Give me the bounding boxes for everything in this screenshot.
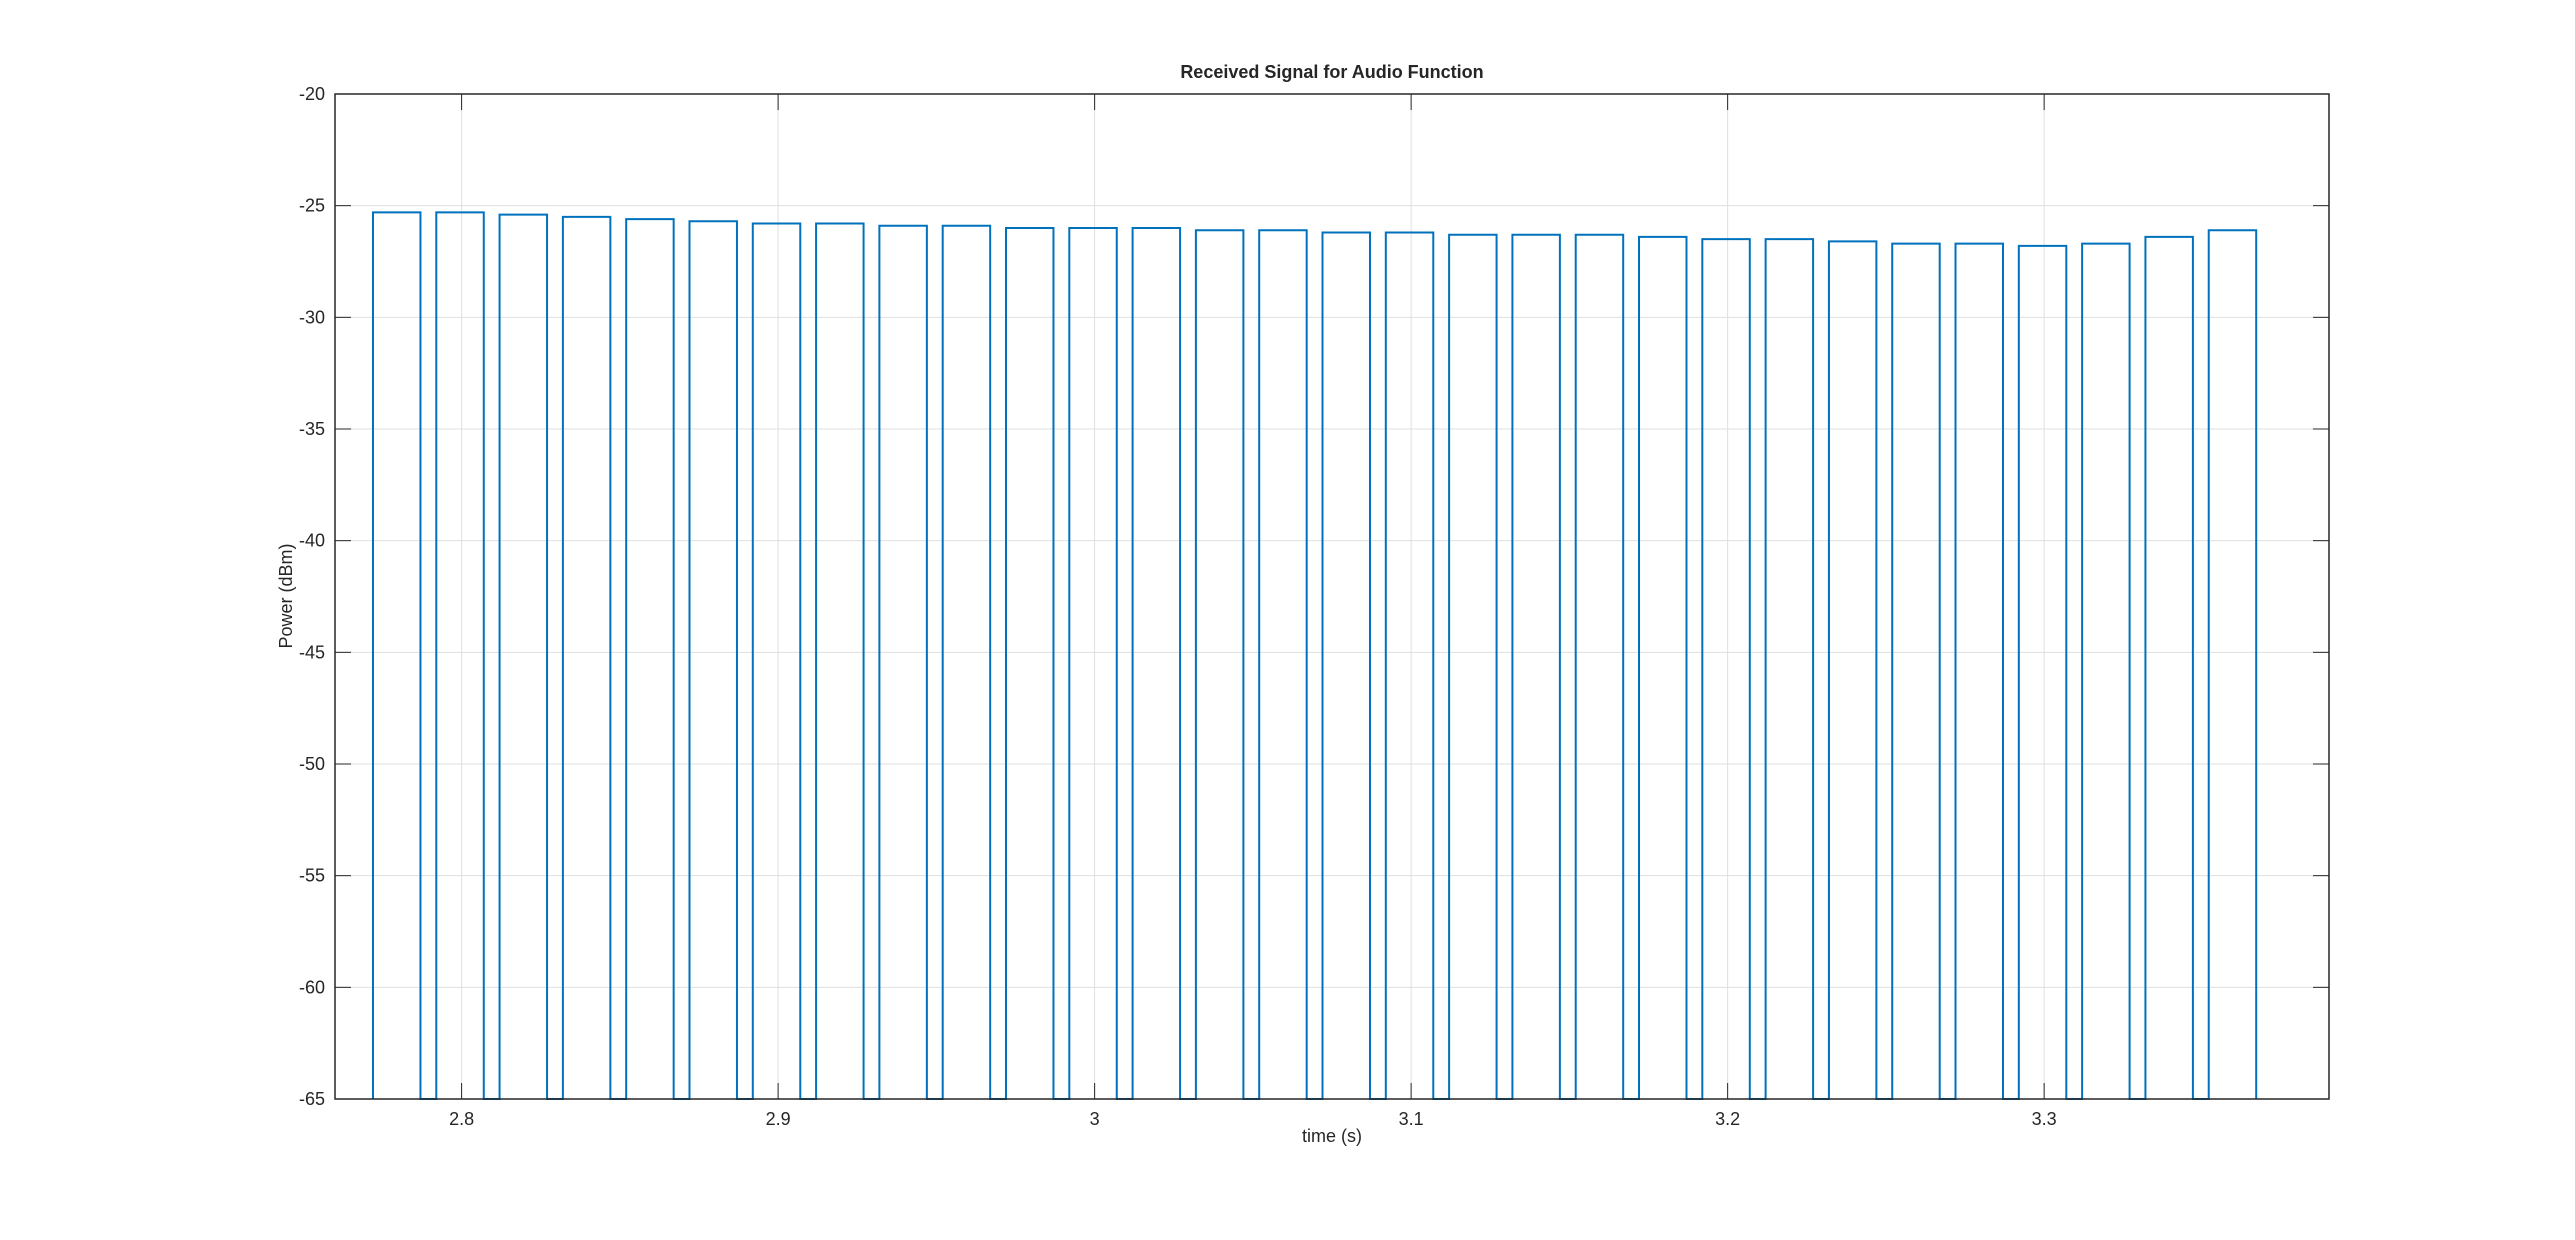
y-tick-label: -25: [299, 196, 325, 216]
y-tick-label: -65: [299, 1089, 325, 1109]
axes-box: [334, 93, 2330, 1100]
x-tick-label: 2.8: [449, 1109, 474, 1129]
chart-title: Received Signal for Audio Function: [1180, 62, 1483, 82]
y-tick-label: -60: [299, 977, 325, 997]
y-tick-label: -30: [299, 307, 325, 327]
plot-area: [335, 94, 2329, 1099]
x-tick-label: 2.9: [766, 1109, 791, 1129]
y-tick-label: -20: [299, 84, 325, 104]
y-tick-label: -35: [299, 419, 325, 439]
x-tick-label: 3.1: [1399, 1109, 1424, 1129]
y-tick-label: -55: [299, 866, 325, 886]
y-tick-label: -40: [299, 531, 325, 551]
x-tick-label: 3: [1090, 1109, 1100, 1129]
x-tick-label: 3.3: [2032, 1109, 2057, 1129]
y-axis-label: Power (dBm): [276, 543, 296, 648]
y-tick-label: -45: [299, 642, 325, 662]
x-tick-label: 3.2: [1715, 1109, 1740, 1129]
x-axis-label: time (s): [1302, 1126, 1362, 1146]
y-tick-label: -50: [299, 754, 325, 774]
